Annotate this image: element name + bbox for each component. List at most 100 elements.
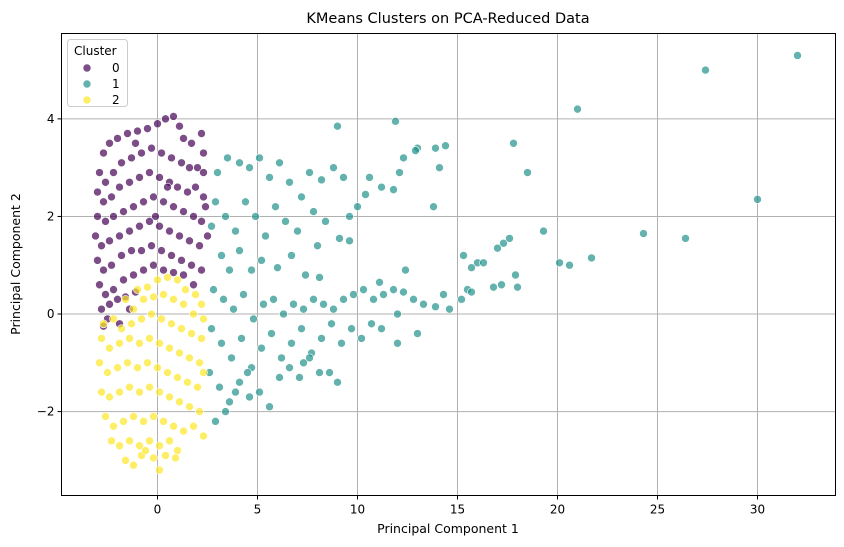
scatter-point — [149, 412, 158, 421]
scatter-point — [293, 226, 302, 236]
scatter-point — [103, 368, 112, 377]
scatter-point — [135, 173, 144, 182]
scatter-point — [139, 265, 148, 275]
legend-label: 1 — [112, 77, 120, 91]
scatter-point — [511, 270, 520, 280]
x-tick-label: 30 — [750, 503, 765, 517]
scatter-point — [431, 143, 440, 153]
scatter-point — [411, 146, 420, 155]
scatter-point — [251, 212, 260, 221]
scatter-point — [179, 134, 188, 143]
scatter-point — [187, 138, 196, 148]
scatter-point — [149, 192, 158, 202]
scatter-point — [135, 338, 144, 348]
x-axis-label: Principal Component 1 — [377, 521, 519, 536]
y-tick-label: −2 — [37, 405, 55, 419]
y-axis-label: Principal Component 2 — [8, 193, 23, 335]
scatter-point — [273, 263, 282, 272]
scatter-point — [393, 338, 402, 348]
scatter-point — [99, 197, 108, 207]
scatter-point — [145, 217, 154, 226]
scatter-point — [173, 446, 182, 455]
scatter-point — [223, 153, 232, 163]
scatter-point — [339, 295, 348, 304]
scatter-point — [185, 163, 194, 172]
scatter-point — [269, 295, 278, 304]
scatter-point — [133, 363, 142, 372]
scatter-point — [367, 319, 376, 329]
scatter-point — [197, 299, 206, 309]
scatter-point — [105, 138, 114, 148]
scatter-point — [505, 234, 514, 243]
scatter-point — [419, 299, 428, 309]
scatter-point — [573, 104, 582, 114]
scatter-point — [145, 168, 154, 177]
scatter-point — [231, 226, 240, 236]
scatter-point — [135, 441, 144, 451]
x-tick-label: 25 — [650, 503, 665, 517]
scatter-point — [153, 119, 162, 129]
scatter-point — [115, 182, 124, 192]
scatter-point — [141, 446, 150, 455]
scatter-point — [315, 273, 324, 282]
scatter-point — [261, 231, 270, 241]
scatter-point — [681, 234, 690, 243]
scatter-point — [129, 412, 138, 421]
scatter-point — [143, 124, 152, 133]
scatter-point — [313, 241, 322, 251]
scatter-point — [431, 302, 440, 311]
scatter-point — [327, 319, 336, 329]
scatter-point — [179, 299, 188, 309]
scatter-point — [109, 168, 118, 177]
scatter-point — [147, 143, 156, 153]
scatter-point — [587, 253, 596, 263]
scatter-point — [165, 226, 174, 236]
scatter-point — [171, 453, 180, 463]
scatter-point — [115, 338, 124, 348]
scatter-point — [221, 407, 230, 416]
scatter-point — [131, 138, 140, 148]
scatter-point — [97, 304, 106, 314]
scatter-point — [143, 358, 152, 368]
scatter-point — [211, 197, 220, 207]
scatter-point — [235, 378, 244, 387]
scatter-point — [101, 412, 110, 421]
scatter-point — [399, 287, 408, 297]
scatter-point — [459, 251, 468, 260]
scatter-point — [137, 148, 146, 158]
scatter-point — [173, 373, 182, 382]
scatter-point — [95, 168, 104, 177]
scatter-point — [187, 260, 196, 270]
scatter-point — [199, 168, 208, 177]
scatter-point — [139, 417, 148, 426]
scatter-point — [229, 304, 238, 314]
scatter-point — [199, 192, 208, 202]
scatter-point — [329, 304, 338, 314]
scatter-point — [259, 299, 268, 309]
scatter-point — [107, 436, 116, 446]
scatter-point — [265, 173, 274, 182]
scatter-point — [255, 153, 264, 163]
scatter-point — [457, 295, 466, 304]
scatter-point — [275, 158, 284, 168]
scatter-point — [401, 265, 410, 275]
scatter-point — [377, 182, 386, 192]
x-tick-label: 20 — [550, 503, 565, 517]
scatter-point — [317, 334, 326, 343]
scatter-point — [149, 260, 158, 270]
legend-label: 2 — [112, 93, 120, 107]
scatter-point — [429, 202, 438, 211]
scatter-point — [115, 441, 124, 451]
scatter-point — [193, 382, 202, 392]
scatter-point — [125, 436, 134, 446]
scatter-point — [147, 309, 156, 319]
scatter-point — [199, 431, 208, 441]
scatter-point — [117, 158, 126, 168]
scatter-point — [337, 338, 346, 348]
scatter-point — [167, 251, 176, 260]
scatter-point — [287, 251, 296, 260]
plot-frame — [61, 33, 836, 496]
scatter-point — [121, 295, 130, 304]
scatter-point — [159, 417, 168, 426]
scatter-point — [479, 258, 488, 268]
